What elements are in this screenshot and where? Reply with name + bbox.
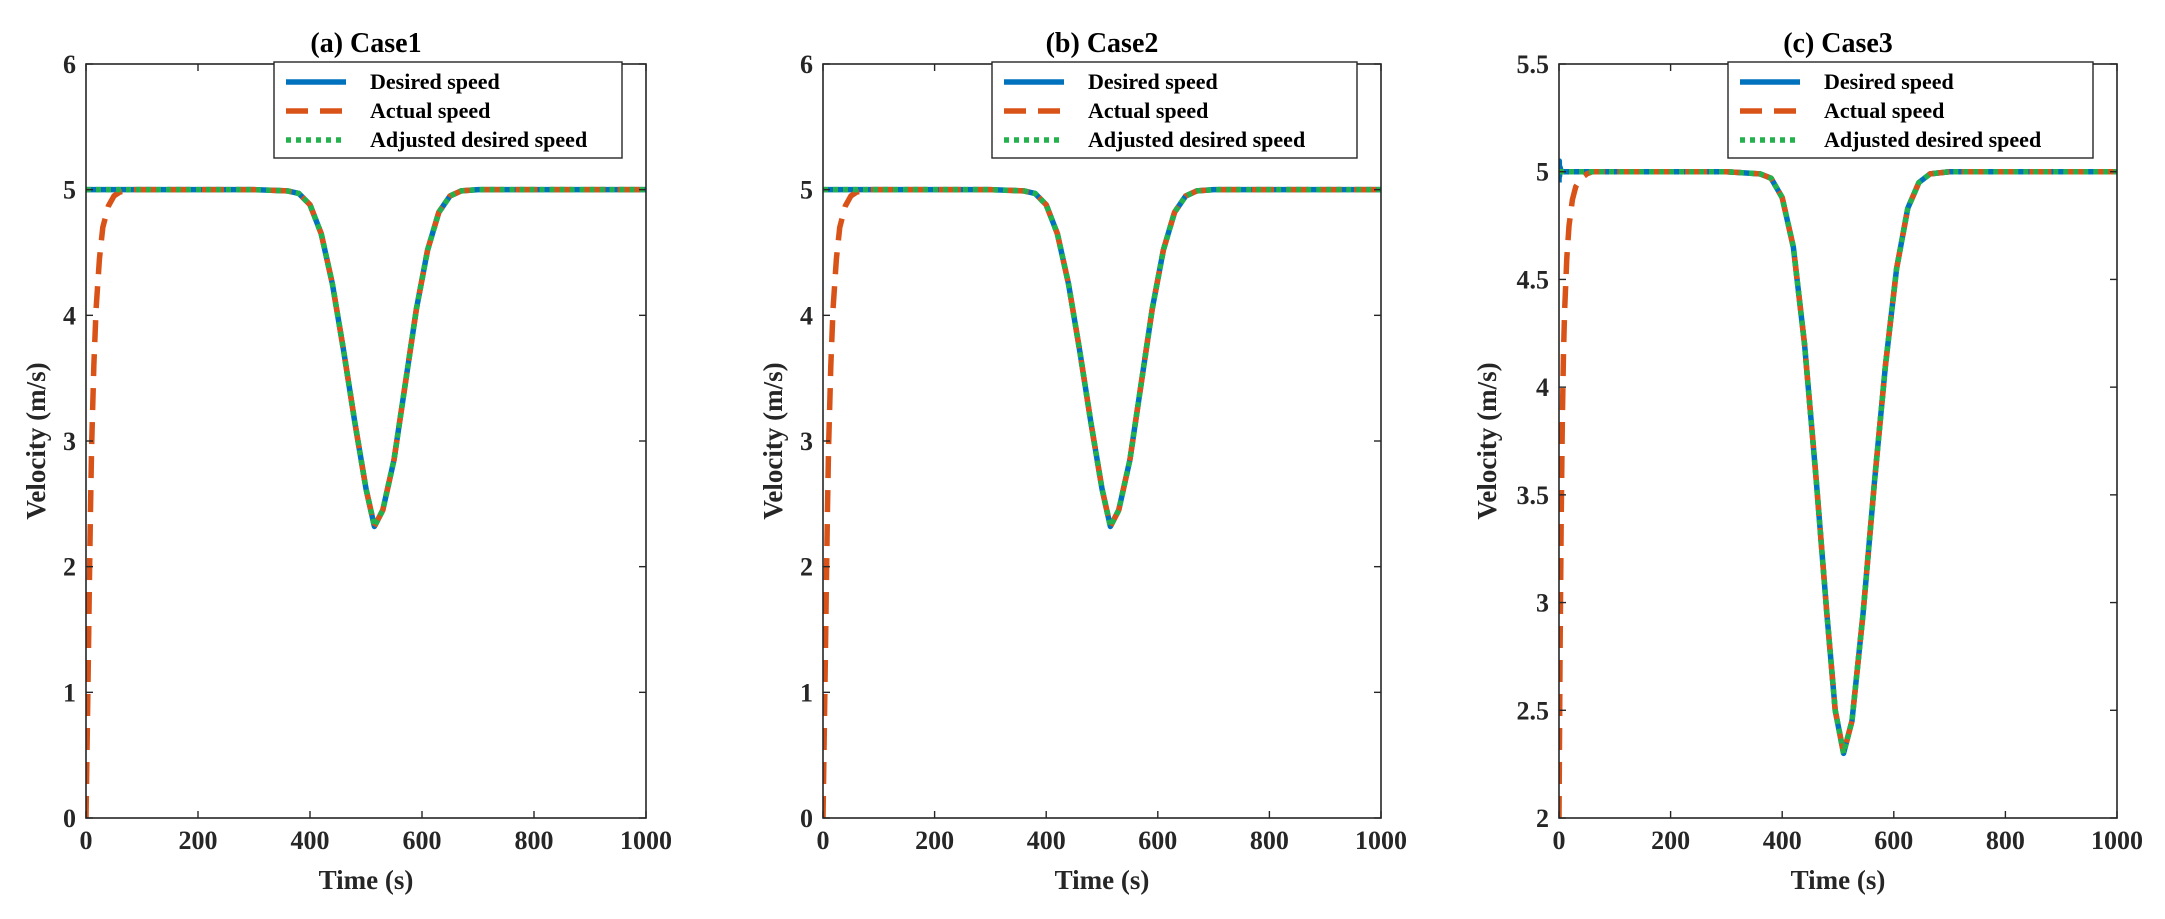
y-tick-label: 5.5 bbox=[1517, 50, 1550, 79]
y-tick-label: 3.5 bbox=[1517, 481, 1550, 510]
x-tick-label: 400 bbox=[1763, 826, 1802, 855]
y-tick-label: 1 bbox=[800, 678, 813, 707]
chart-title: (b) Case2 bbox=[1046, 28, 1159, 59]
legend: Desired speed Actual speed Adjusted desire… bbox=[1727, 61, 2094, 159]
x-tick-label: 200 bbox=[179, 826, 218, 855]
y-tick-label: 3 bbox=[1536, 589, 1549, 618]
series-group bbox=[86, 186, 646, 818]
y-axis-label: Velocity (m/s) bbox=[1472, 362, 1502, 519]
y-tick-label: 1 bbox=[63, 678, 76, 707]
legend-entry-label: Actual speed bbox=[370, 98, 490, 123]
x-tick-label: 800 bbox=[1986, 826, 2025, 855]
plot-area bbox=[1559, 64, 2117, 818]
x-axis-label: Time (s) bbox=[1791, 865, 1886, 895]
x-tick-label: 200 bbox=[915, 826, 954, 855]
legend: Desired speed Actual speed Adjusted desire… bbox=[273, 61, 623, 159]
y-tick-label: 2 bbox=[800, 553, 813, 582]
y-tick-label: 4 bbox=[1536, 373, 1549, 402]
chart-panel-2: 0 200 400 600 800 1000 0 1 2 3 4 5 6 (b) Case2 Time (s… bbox=[758, 28, 1407, 895]
y-tick-label: 2.5 bbox=[1517, 696, 1550, 725]
chart-panel-1: 0 200 400 600 800 1000 0 1 2 3 4 5 6 (a) Case1 Time (s… bbox=[21, 28, 672, 895]
x-tick-label: 1000 bbox=[2091, 826, 2143, 855]
y-tick-label: 5 bbox=[800, 176, 813, 205]
x-tick-label: 800 bbox=[515, 826, 554, 855]
x-axis-label: Time (s) bbox=[1055, 865, 1150, 895]
chart-title: (a) Case1 bbox=[310, 28, 421, 59]
y-axis-label: Velocity (m/s) bbox=[758, 362, 788, 519]
x-tick-label: 600 bbox=[403, 826, 442, 855]
legend-entry-label: Adjusted desired speed bbox=[370, 127, 587, 152]
legend-entry-label: Desired speed bbox=[370, 69, 500, 94]
plot-area bbox=[823, 64, 1381, 818]
x-tick-label: 400 bbox=[1027, 826, 1066, 855]
y-tick-label: 5 bbox=[1536, 158, 1549, 187]
chart-title: (c) Case3 bbox=[1783, 28, 1893, 59]
y-tick-label: 2 bbox=[1536, 804, 1549, 833]
y-tick-label: 0 bbox=[800, 804, 813, 833]
y-tick-label: 4 bbox=[63, 301, 76, 330]
series-line-adjusted-desired-speed bbox=[1559, 168, 2117, 757]
y-tick-label: 6 bbox=[800, 50, 813, 79]
y-tick-label: 2 bbox=[63, 553, 76, 582]
y-tick-label: 6 bbox=[63, 50, 76, 79]
chart-panel-3: 0 200 400 600 800 1000 2 2.5 3 3.5 4 4.5 5 5.5 (c) Cas… bbox=[1472, 28, 2143, 895]
x-tick-label: 0 bbox=[80, 826, 93, 855]
x-axis-label: Time (s) bbox=[319, 865, 414, 895]
y-tick-label: 4 bbox=[800, 301, 813, 330]
y-tick-label: 3 bbox=[63, 427, 76, 456]
legend-entry-label: Desired speed bbox=[1824, 69, 1954, 94]
y-tick-label: 4.5 bbox=[1517, 265, 1550, 294]
x-tick-label: 0 bbox=[1553, 826, 1566, 855]
x-tick-label: 1000 bbox=[1355, 826, 1407, 855]
y-axis-label: Velocity (m/s) bbox=[21, 362, 51, 519]
series-line-adjusted-desired-speed bbox=[823, 186, 1381, 530]
legend-entry-label: Adjusted desired speed bbox=[1824, 127, 2041, 152]
series-group bbox=[823, 186, 1381, 818]
x-tick-label: 400 bbox=[291, 826, 330, 855]
x-tick-label: 800 bbox=[1250, 826, 1289, 855]
legend: Desired speed Actual speed Adjusted desire… bbox=[991, 61, 1358, 159]
x-tick-label: 600 bbox=[1874, 826, 1913, 855]
legend-entry-label: Actual speed bbox=[1088, 98, 1208, 123]
x-tick-label: 600 bbox=[1138, 826, 1177, 855]
y-tick-label: 3 bbox=[800, 427, 813, 456]
legend-entry-label: Adjusted desired speed bbox=[1088, 127, 1305, 152]
x-tick-label: 0 bbox=[817, 826, 830, 855]
series-line-adjusted-desired-speed bbox=[86, 186, 646, 530]
y-tick-label: 0 bbox=[63, 804, 76, 833]
x-tick-label: 200 bbox=[1651, 826, 1690, 855]
x-tick-label: 1000 bbox=[620, 826, 672, 855]
legend-entry-label: Actual speed bbox=[1824, 98, 1944, 123]
y-tick-label: 5 bbox=[63, 176, 76, 205]
plot-area bbox=[86, 64, 646, 818]
legend-entry-label: Desired speed bbox=[1088, 69, 1218, 94]
legend-box bbox=[991, 61, 1358, 159]
